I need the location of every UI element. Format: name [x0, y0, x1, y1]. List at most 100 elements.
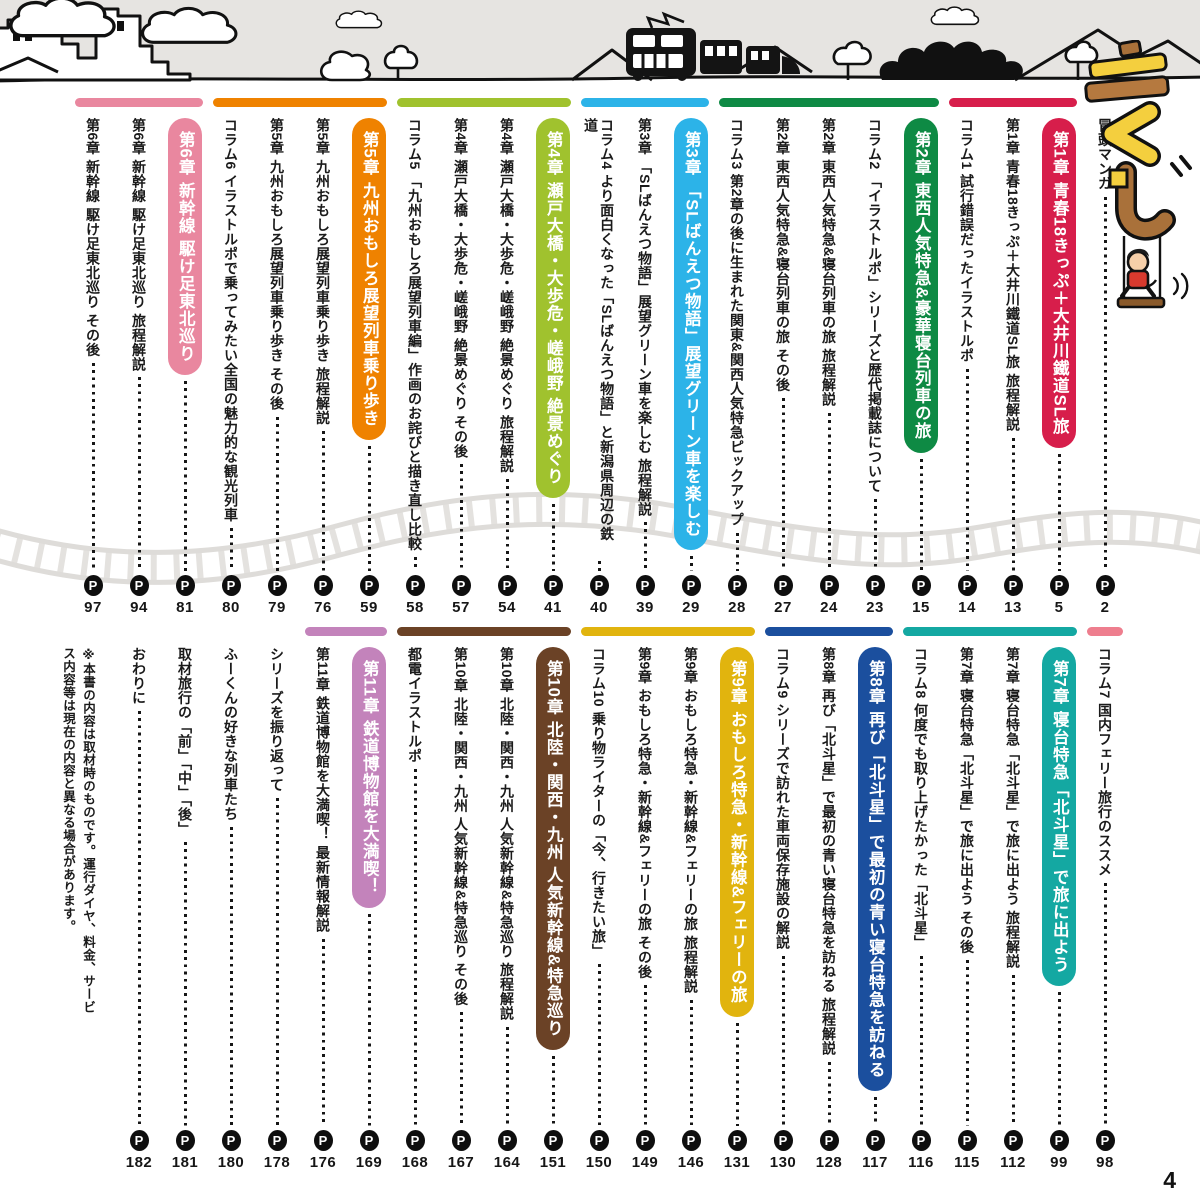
chapter-group-bar: [397, 98, 571, 107]
swing-boy-icon: [1116, 236, 1189, 309]
dotted-leader: [643, 985, 647, 1126]
toc-entry-label: 第9章 おもしろ特急・新幹線&フェリーの旅 旅程解説: [683, 647, 700, 994]
toc-entry-label: コラム3 第2章の後に生まれた関東&関西人気特急ピックアップ: [729, 118, 746, 527]
dotted-leader: [965, 368, 969, 571]
dotted-leader: [229, 528, 233, 571]
chapter-title-label: 第9章 おもしろ特急・新幹線&フェリーの旅: [719, 647, 755, 1017]
toc-entry: 第11章 鉄道博物館を大満喫！ 最新情報解説 P 176: [300, 647, 346, 1171]
toc-entry: 第7章 寝台特急「北斗星」で旅に出よう その後 P 115: [944, 647, 990, 1171]
dotted-leader: [827, 412, 831, 571]
entry-page-number: 115: [954, 1154, 980, 1171]
page-marker-icon: P: [497, 575, 517, 596]
entry-page-number: 5: [1054, 599, 1064, 616]
dotted-leader: [1103, 196, 1107, 571]
toc-entry-label: 都電イラストルポ: [407, 647, 424, 763]
toc-entry-label: おわりに: [131, 647, 148, 705]
page-marker-icon: P: [313, 575, 333, 596]
toc-entry-label: コラム9 シリーズで訪れた車両保存施設の解説: [775, 647, 792, 950]
dotted-leader: [413, 557, 417, 571]
forest-icon: [879, 41, 1023, 80]
chapter-group-bar: [719, 98, 939, 107]
chapter-group-bar: [765, 627, 893, 636]
entry-page-number: 181: [171, 1154, 199, 1171]
header-illustration: [0, 0, 1200, 92]
toc-entry-label: コラム1 試行錯誤だったイラストルポ: [959, 118, 976, 363]
toc-entry: コラム3 第2章の後に生まれた関東&関西人気特急ピックアップ P 28: [714, 118, 760, 616]
page-marker-icon: P: [83, 575, 103, 596]
entry-page-number: 150: [585, 1154, 613, 1171]
mokuji-title-logo: [1084, 40, 1192, 309]
toc-entry-label: コラム10 乗り物ライターの「今、行きたい旅」: [591, 647, 608, 958]
page-marker-icon: P: [865, 575, 885, 596]
dotted-leader: [137, 711, 141, 1126]
chapter-title-label: 第6章 新幹線 駆け足東北巡り: [167, 118, 203, 376]
toc-entry-label: 第5章 九州おもしろ展望列車乗り歩き 旅程解説: [315, 118, 332, 426]
dotted-leader: [873, 499, 877, 571]
toc-entry: 第9章 おもしろ特急・新幹線&フェリーの旅 その後 P 149: [622, 647, 668, 1171]
chapter-group-bar: [581, 627, 755, 636]
page-marker-icon: P: [589, 575, 609, 596]
dotted-leader: [689, 999, 693, 1126]
page-marker-icon: P: [727, 1130, 747, 1151]
entry-page-number: 116: [908, 1154, 934, 1171]
entry-page-number: 14: [958, 599, 976, 616]
chapter-group-bar: [305, 627, 387, 636]
dotted-leader: [321, 938, 325, 1126]
entry-page-number: 2: [1100, 599, 1110, 616]
entry-page-number: 24: [820, 599, 838, 616]
page-marker-icon: P: [773, 1130, 793, 1151]
toc-entry: 取材旅行の「前」「中」「後」 P 181: [162, 647, 208, 1171]
toc-entry: 第9章 おもしろ特急・新幹線&フェリーの旅 旅程解説 P 146: [668, 647, 714, 1171]
entry-page-number: 164: [493, 1154, 521, 1171]
toc-entry: 第7章 寝台特急「北斗星」で旅に出よう 旅程解説 P 112: [990, 647, 1036, 1171]
toc-entry: 第2章 東西人気特急&豪華寝台列車の旅 P 15: [898, 118, 944, 616]
toc-entry-label: ふーくんの好きな列車たち: [223, 647, 240, 821]
toc-bottom-section: コラム7 国内フェリー旅行のススメ P 98 第7章 寝台特急「北斗星」で旅に出よう P…: [0, 625, 1200, 1175]
page-marker-icon: P: [451, 575, 471, 596]
entry-page-number: 146: [677, 1154, 705, 1171]
entry-page-number: 168: [401, 1154, 429, 1171]
toc-entry: 第2章 東西人気特急&寝台列車の旅 その後 P 27: [760, 118, 806, 616]
dotted-leader: [505, 478, 509, 571]
toc-entry: コラム8 何度でも取り上げたかった「北斗星」 P 116: [898, 647, 944, 1171]
toc-entry: 第4章 瀬戸大橋・大歩危・嵯峨野 絶景めぐり P 41: [530, 118, 576, 616]
entry-page-number: 79: [268, 599, 286, 616]
page-marker-icon: P: [819, 1130, 839, 1151]
page-marker-icon: P: [1095, 575, 1115, 596]
toc-entry: 第5章 九州おもしろ展望列車乗り歩き 旅程解説 P 76: [300, 118, 346, 616]
dotted-leader: [275, 416, 279, 571]
entry-page-number: 94: [130, 599, 148, 616]
toc-entry: 第3章 「SLばんえつ物語」展望グリーン車を楽しむ 旅程解説 P 39: [622, 118, 668, 616]
chapter-group-bar: [75, 98, 203, 107]
page-marker-icon: P: [1049, 575, 1069, 596]
chapter-title-label: 第7章 寝台特急「北斗星」で旅に出よう: [1041, 647, 1077, 987]
toc-entry-label: 第6章 新幹線 駆け足東北巡り その後: [85, 118, 102, 357]
entry-page-number: 41: [544, 599, 562, 616]
toc-entry: コラム4 より面白くなった「SLばんえつ物語」と新潟県周辺の鉄道 P 40: [576, 118, 622, 616]
toc-entry: コラム5 「九州おもしろ展望列車編」作画のお詫びと描き直し比較 P 58: [392, 118, 438, 616]
dotted-leader: [1011, 974, 1015, 1126]
toc-entry-label: 第7章 寝台特急「北斗星」で旅に出よう その後: [959, 647, 976, 955]
chapter-group-bars: [0, 98, 1200, 108]
page-marker-icon: P: [543, 1130, 563, 1151]
page-marker-icon: P: [819, 575, 839, 596]
entry-page-number: 176: [309, 1154, 337, 1171]
toc-entry: 第8章 再び「北斗星」で最初の青い寝台特急を訪ねる P 117: [852, 647, 898, 1171]
toc-entry: 第6章 新幹線 駆け足東北巡り その後 P 97: [70, 118, 116, 616]
page-marker-icon: P: [911, 1130, 931, 1151]
ji-glyph-icon: [1108, 155, 1192, 241]
chapter-group-bar: [1087, 627, 1123, 636]
page-marker-icon: P: [727, 575, 747, 596]
dotted-leader: [919, 955, 923, 1126]
toc-entry: 第8章 再び「北斗星」で最初の青い寝台特急を訪ねる 旅程解説 P 128: [806, 647, 852, 1171]
page-marker-icon: P: [313, 1130, 333, 1151]
toc-entry-label: 第10章 北陸・関西・九州 人気新幹線&特急巡り 旅程解説: [499, 647, 516, 1021]
toc-entry: シリーズを振り返って P 178: [254, 647, 300, 1171]
train-icon: [626, 11, 800, 81]
dotted-leader: [459, 464, 463, 571]
toc-entry-label: シリーズを振り返って: [269, 647, 286, 792]
page-number: 4: [1163, 1167, 1176, 1193]
toc-entry: 第4章 瀬戸大橋・大歩危・嵯峨野 絶景めぐり 旅程解説 P 54: [484, 118, 530, 616]
page-marker-icon: P: [681, 575, 701, 596]
toc-entry-label: 第3章 「SLばんえつ物語」展望グリーン車を楽しむ 旅程解説: [637, 118, 654, 517]
